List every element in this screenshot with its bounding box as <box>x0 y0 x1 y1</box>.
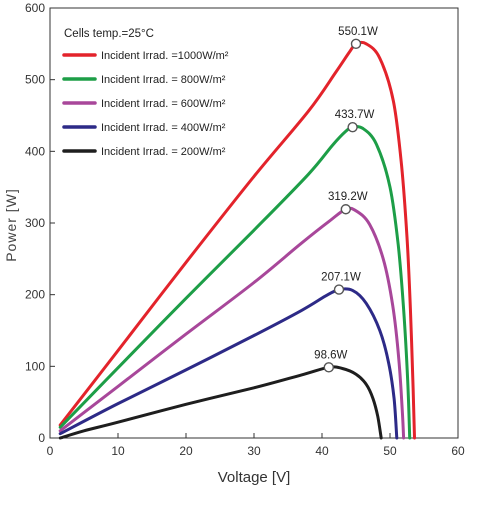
x-tick-label: 0 <box>47 444 54 458</box>
peak-marker-5 <box>323 362 334 373</box>
legend-label-5: Incident Irrad. = 200W/m² <box>101 146 226 158</box>
x-tick-label: 10 <box>111 444 125 458</box>
y-tick-label: 600 <box>25 1 45 15</box>
series-line-4 <box>58 287 399 440</box>
peak-marker-2 <box>347 121 358 133</box>
x-tick-label: 40 <box>315 444 329 458</box>
peak-marker-4 <box>333 284 345 295</box>
x-axis-label: Voltage [V] <box>218 469 291 486</box>
legend-label-1: Incident Irrad. =1000W/m² <box>101 50 229 62</box>
y-tick-label: 0 <box>38 431 45 445</box>
y-tick-label: 500 <box>25 73 45 87</box>
y-tick-label: 200 <box>25 288 45 302</box>
legend-label-3: Incident Irrad. = 600W/m² <box>101 98 226 110</box>
y-axis-label: Power [W] <box>3 188 19 262</box>
y-tick-label: 400 <box>25 144 45 158</box>
x-axis: 0 10 20 30 40 50 60 <box>47 433 465 458</box>
legend-label-2: Incident Irrad. = 800W/m² <box>101 74 226 86</box>
legend-title: Cells temp.=25°C <box>64 28 154 40</box>
x-tick-label: 50 <box>383 444 397 458</box>
x-tick-label: 20 <box>179 444 193 458</box>
series-line-3 <box>58 206 406 440</box>
legend: Cells temp.=25°C Incident Irrad. =1000W/… <box>62 28 229 158</box>
y-tick-label: 100 <box>25 359 45 373</box>
peak-label-3: 319.2W <box>328 191 368 203</box>
peak-label-5: 98.6W <box>314 349 347 361</box>
peak-marker-3 <box>340 204 351 215</box>
peak-label-2: 433.7W <box>335 109 375 121</box>
peak-markers: 550.1W 433.7W 319.2W 207.1W 98.6W <box>314 26 378 373</box>
peak-label-4: 207.1W <box>321 272 361 284</box>
x-tick-label: 30 <box>247 444 261 458</box>
y-axis: 0 100 200 300 400 500 600 <box>25 1 55 445</box>
legend-label-4: Incident Irrad. = 400W/m² <box>101 122 226 134</box>
peak-label-1: 550.1W <box>338 26 378 38</box>
x-tick-label: 60 <box>451 444 465 458</box>
peak-marker-1 <box>350 38 362 50</box>
y-tick-label: 300 <box>25 216 45 230</box>
